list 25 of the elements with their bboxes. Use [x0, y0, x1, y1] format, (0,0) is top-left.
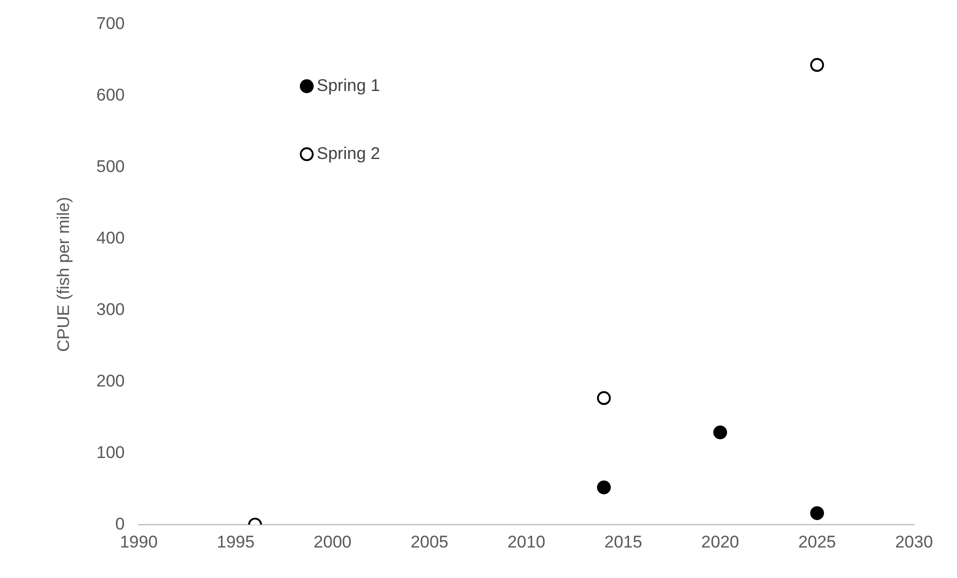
x-tick-label: 2000 — [314, 532, 352, 552]
point — [597, 391, 611, 405]
x-tick-label: 1995 — [216, 532, 255, 552]
point — [713, 425, 728, 440]
x-tick-label: 2010 — [507, 532, 546, 552]
y-tick-label: 100 — [96, 442, 125, 462]
y-tick-label: 700 — [96, 14, 125, 33]
y-tick-label: 600 — [96, 85, 125, 104]
y-tick-label: 300 — [96, 300, 125, 319]
legend-label: Spring 1 — [316, 76, 380, 95]
y-tick-label: 500 — [96, 156, 125, 176]
y-tick-label: 200 — [96, 371, 125, 390]
x-tick-label: 2020 — [701, 532, 740, 552]
point — [810, 58, 824, 72]
x-tick-label: 2005 — [410, 532, 448, 552]
y-axis-title: CPUE (fish per mile) — [54, 196, 73, 352]
x-tick-label: 1990 — [120, 532, 158, 552]
point — [597, 480, 611, 494]
x-tick-label: 2030 — [895, 532, 933, 552]
legend-label: Spring 2 — [316, 144, 380, 163]
x-tick-label: 2025 — [798, 532, 836, 552]
y-tick-label: 0 — [115, 514, 125, 534]
y-tick-label: 400 — [96, 228, 125, 248]
point — [810, 506, 824, 520]
x-tick-label: 2015 — [604, 532, 642, 552]
